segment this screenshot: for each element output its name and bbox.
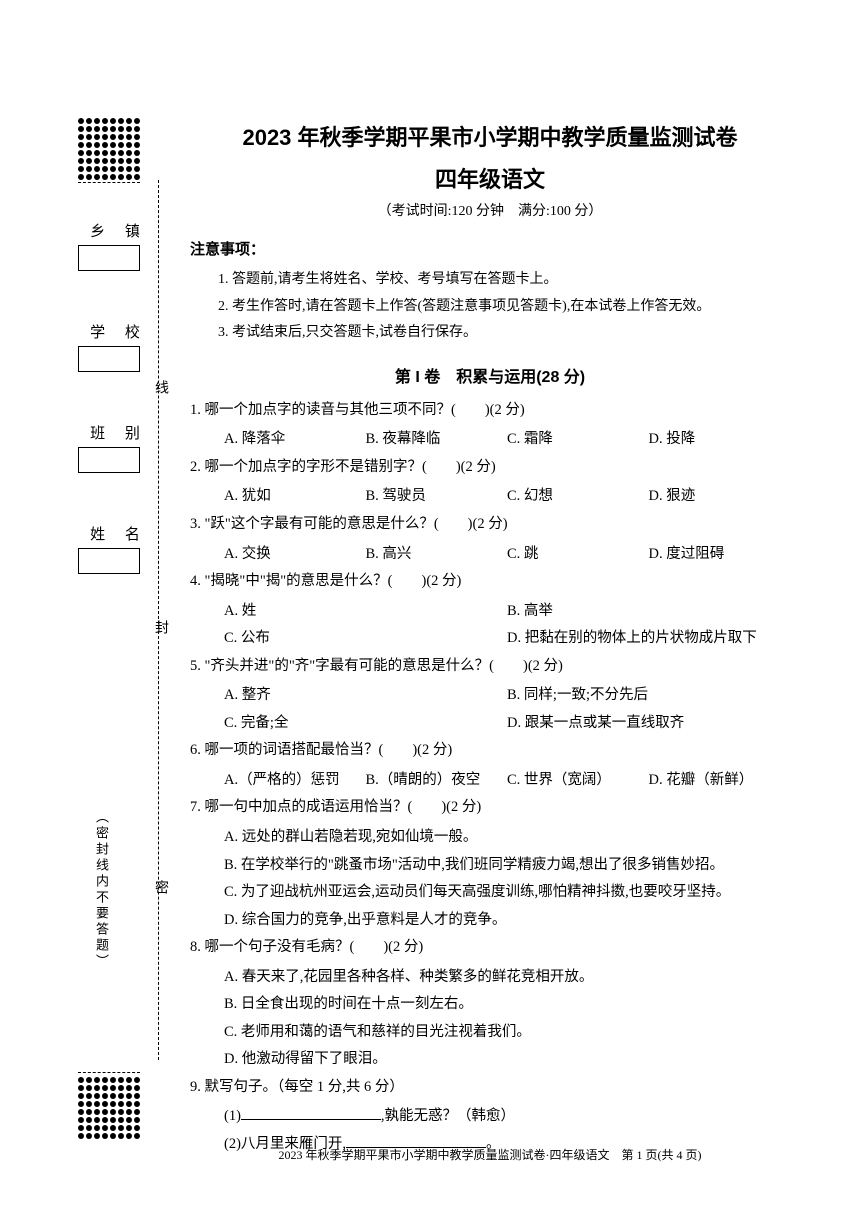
notice-item-3: 3. 考试结束后,只交答题卡,试卷自行保存。 [190, 320, 790, 347]
q5-options: A. 整齐 B. 同样;一致;不分先后 C. 完备;全 D. 跟某一点或某一直线… [190, 682, 790, 737]
q8-opt-b: B. 日全食出现的时间在十点一刻左右。 [224, 991, 790, 1019]
q3-stem: 3. "跃"这个字最有可能的意思是什么？( )(2 分) [190, 511, 790, 539]
q7-stem: 7. 哪一句中加点的成语运用恰当？( )(2 分) [190, 794, 790, 822]
q8-stem: 8. 哪一个句子没有毛病？( )(2 分) [190, 934, 790, 962]
q4-options: A. 姓 B. 高举 C. 公布 D. 把黏在别的物体上的片状物成片取下 [190, 598, 790, 653]
q9-s1-prefix: (1) [224, 1108, 241, 1124]
q9-s1-suffix: ,孰能无惑？（韩愈） [381, 1108, 515, 1124]
q6-stem: 6. 哪一项的词语搭配最恰当？( )(2 分) [190, 737, 790, 765]
q7-opt-c: C. 为了迎战杭州亚运会,运动员们每天高强度训练,哪怕精神抖擞,也要咬牙坚持。 [224, 879, 790, 907]
q3-opt-d: D. 度过阻碍 [649, 541, 791, 569]
page-footer: 2023 年秋季学期平果市小学期中教学质量监测试卷·四年级语文 第 1 页(共 … [190, 1146, 790, 1163]
side-box-school [78, 346, 140, 372]
registration-dots-top: document.write(Array(8).fill('<div class… [78, 118, 150, 187]
q1-opt-c: C. 霜降 [507, 426, 649, 454]
seal-char-mi: 密 [150, 880, 170, 894]
seal-note: （密封线内不要答题） [92, 810, 111, 970]
q7-opt-d: D. 综合国力的竞争,出乎意料是人才的竞争。 [224, 907, 790, 935]
q1-opt-b: B. 夜幕降临 [366, 426, 508, 454]
q8-opt-c: C. 老师用和蔼的语气和慈祥的目光注视着我们。 [224, 1019, 790, 1047]
exam-subject: 四年级语文 [190, 162, 790, 194]
q4-stem: 4. "揭晓"中"揭"的意思是什么？( )(2 分) [190, 568, 790, 596]
section-1-heading: 第 I 卷 积累与运用(28 分) [190, 363, 790, 387]
seal-char-line: 线 [150, 380, 170, 394]
q2-stem: 2. 哪一个加点字的字形不是错别字？( )(2 分) [190, 454, 790, 482]
exam-title: 2023 年秋季学期平果市小学期中教学质量监测试卷 [190, 120, 790, 152]
q3-opt-a: A. 交换 [224, 541, 366, 569]
q7-opt-a: A. 远处的群山若隐若现,宛如仙境一般。 [224, 824, 790, 852]
q2-opt-c: C. 幻想 [507, 483, 649, 511]
notice-item-1: 1. 答题前,请考生将姓名、学校、考号填写在答题卡上。 [190, 267, 790, 294]
q6-opt-a: A.（严格的）惩罚 [224, 767, 366, 795]
q2-opt-d: D. 狠迹 [649, 483, 791, 511]
q5-opt-d: D. 跟某一点或某一直线取齐 [507, 710, 790, 738]
side-label-school: 学 校 [78, 321, 160, 342]
q2-opt-b: B. 驾驶员 [366, 483, 508, 511]
side-label-name: 姓 名 [78, 523, 160, 544]
seal-char-feng: 封 [150, 620, 170, 634]
q1-opt-d: D. 投降 [649, 426, 791, 454]
side-box-class [78, 447, 140, 473]
q8-opt-d: D. 他激动得留下了眼泪。 [224, 1046, 790, 1074]
q4-opt-b: B. 高举 [507, 598, 790, 626]
q8-options: A. 春天来了,花园里各种各样、种类繁多的鲜花竞相开放。 B. 日全食出现的时间… [190, 964, 790, 1074]
exam-meta: （考试时间:120 分钟 满分:100 分） [190, 200, 790, 220]
notice-item-2: 2. 考生作答时,请在答题卡上作答(答题注意事项见答题卡),在本试卷上作答无效。 [190, 294, 790, 321]
q5-stem: 5. "齐头并进"的"齐"字最有可能的意思是什么？( )(2 分) [190, 653, 790, 681]
q3-options: A. 交换 B. 高兴 C. 跳 D. 度过阻碍 [190, 541, 790, 569]
q4-opt-a: A. 姓 [224, 598, 507, 626]
notice-heading: 注意事项： [190, 238, 790, 259]
binding-strip: 乡 镇 学 校 班 别 姓 名 [78, 200, 160, 1060]
q1-stem: 1. 哪一个加点字的读音与其他三项不同？( )(2 分) [190, 397, 790, 425]
q5-opt-a: A. 整齐 [224, 682, 507, 710]
q7-options: A. 远处的群山若隐若现,宛如仙境一般。 B. 在学校举行的"跳蚤市场"活动中,… [190, 824, 790, 934]
side-box-township [78, 245, 140, 271]
side-label-class: 班 别 [78, 422, 160, 443]
q6-opt-c: C. 世界（宽阔） [507, 767, 649, 795]
registration-dots-bottom: document.write(Array(8).fill('<div class… [78, 1072, 150, 1141]
q2-options: A. 犹如 B. 驾驶员 C. 幻想 D. 狠迹 [190, 483, 790, 511]
q2-opt-a: A. 犹如 [224, 483, 366, 511]
side-label-township: 乡 镇 [78, 220, 160, 241]
q5-opt-b: B. 同样;一致;不分先后 [507, 682, 790, 710]
q1-options: A. 降落伞 B. 夜幕降临 C. 霜降 D. 投降 [190, 426, 790, 454]
exam-content: 2023 年秋季学期平果市小学期中教学质量监测试卷 四年级语文 （考试时间:12… [190, 120, 790, 1159]
q1-opt-a: A. 降落伞 [224, 426, 366, 454]
q4-opt-c: C. 公布 [224, 625, 507, 653]
q5-opt-c: C. 完备;全 [224, 710, 507, 738]
q6-opt-b: B.（晴朗的）夜空 [366, 767, 508, 795]
q6-opt-d: D. 花瓣（新鲜） [649, 767, 791, 795]
side-box-name [78, 548, 140, 574]
q3-opt-c: C. 跳 [507, 541, 649, 569]
q3-opt-b: B. 高兴 [366, 541, 508, 569]
q9-stem: 9. 默写句子。（每空 1 分,共 6 分） [190, 1074, 790, 1102]
q7-opt-b: B. 在学校举行的"跳蚤市场"活动中,我们班同学精疲力竭,想出了很多销售妙招。 [224, 852, 790, 880]
q9-s1-blank [241, 1104, 381, 1120]
q4-opt-d: D. 把黏在别的物体上的片状物成片取下 [507, 625, 790, 653]
q8-opt-a: A. 春天来了,花园里各种各样、种类繁多的鲜花竞相开放。 [224, 964, 790, 992]
q6-options: A.（严格的）惩罚 B.（晴朗的）夜空 C. 世界（宽阔） D. 花瓣（新鲜） [190, 767, 790, 795]
q9-sub1: (1) ,孰能无惑？（韩愈） [190, 1103, 790, 1131]
